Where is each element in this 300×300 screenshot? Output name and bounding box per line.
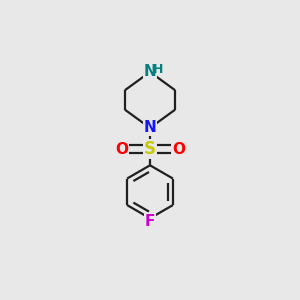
Text: H: H — [153, 62, 164, 76]
Text: S: S — [144, 140, 156, 158]
Text: O: O — [115, 142, 128, 157]
Text: O: O — [172, 142, 185, 157]
Text: N: N — [144, 64, 156, 80]
Text: N: N — [144, 120, 156, 135]
Text: F: F — [145, 214, 155, 229]
